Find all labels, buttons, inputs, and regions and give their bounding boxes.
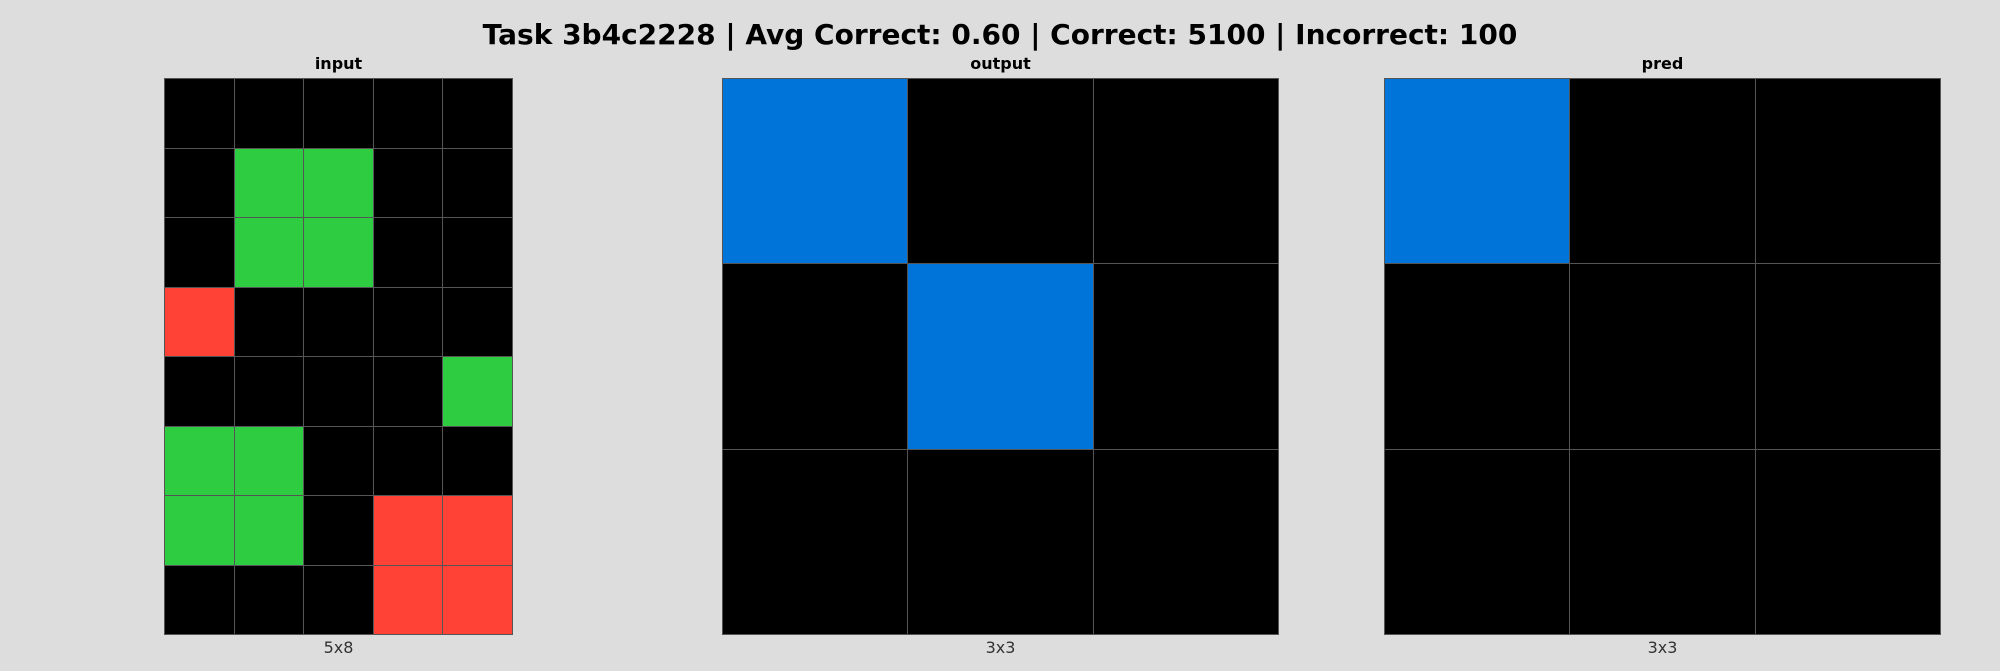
output-cell	[908, 79, 1093, 264]
input-cell	[373, 218, 443, 287]
pred-cell	[1385, 449, 1570, 634]
pred-grid	[1384, 78, 1941, 635]
input-cell	[165, 287, 234, 356]
input-cell	[373, 357, 443, 426]
input-cell	[373, 148, 443, 217]
input-cell	[304, 79, 373, 148]
input-cell	[234, 357, 304, 426]
output-cell	[1093, 449, 1278, 634]
input-cell	[304, 218, 373, 287]
input-cell	[234, 148, 304, 217]
input-cell	[165, 79, 234, 148]
input-cell	[373, 287, 443, 356]
input-cell	[234, 426, 304, 495]
output-cell	[723, 449, 908, 634]
input-cell	[165, 148, 234, 217]
output-cell	[908, 264, 1093, 449]
input-cell	[373, 426, 443, 495]
input-cell	[165, 565, 234, 634]
output-cell	[1093, 264, 1278, 449]
input-cell	[443, 357, 512, 426]
input-cell	[304, 148, 373, 217]
input-cell	[443, 565, 512, 634]
pred-panel-title: pred	[1641, 54, 1684, 73]
page-title: Task 3b4c2228 | Avg Correct: 0.60 | Corr…	[482, 18, 1518, 51]
output-grid	[722, 78, 1279, 635]
input-cell	[234, 218, 304, 287]
output-cell	[908, 449, 1093, 634]
output-dimensions: 3x3	[985, 638, 1016, 657]
input-cell	[373, 565, 443, 634]
pred-cell	[1385, 264, 1570, 449]
input-cell	[234, 496, 304, 565]
input-cell	[304, 496, 373, 565]
input-cell	[443, 287, 512, 356]
input-cell	[373, 496, 443, 565]
input-cell	[443, 218, 512, 287]
input-cell	[443, 148, 512, 217]
pred-cell	[1755, 449, 1940, 634]
output-cell	[723, 264, 908, 449]
pred-cell	[1385, 79, 1570, 264]
input-cell	[234, 565, 304, 634]
pred-dimensions: 3x3	[1647, 638, 1678, 657]
input-cell	[234, 79, 304, 148]
input-cell	[304, 426, 373, 495]
input-cell	[443, 496, 512, 565]
output-cell	[723, 79, 908, 264]
input-grid	[164, 78, 513, 635]
pred-cell	[1570, 264, 1755, 449]
input-cell	[165, 496, 234, 565]
input-cell	[304, 357, 373, 426]
pred-cell	[1570, 449, 1755, 634]
pred-cell	[1755, 79, 1940, 264]
input-cell	[165, 357, 234, 426]
input-cell	[304, 287, 373, 356]
output-panel-title: output	[970, 54, 1031, 73]
input-cell	[373, 79, 443, 148]
input-panel-title: input	[314, 54, 363, 73]
pred-cell	[1570, 79, 1755, 264]
pred-cell	[1755, 264, 1940, 449]
input-cell	[304, 565, 373, 634]
output-cell	[1093, 79, 1278, 264]
input-cell	[443, 79, 512, 148]
input-cell	[165, 218, 234, 287]
input-cell	[443, 426, 512, 495]
input-cell	[165, 426, 234, 495]
input-dimensions: 5x8	[323, 638, 354, 657]
input-cell	[234, 287, 304, 356]
